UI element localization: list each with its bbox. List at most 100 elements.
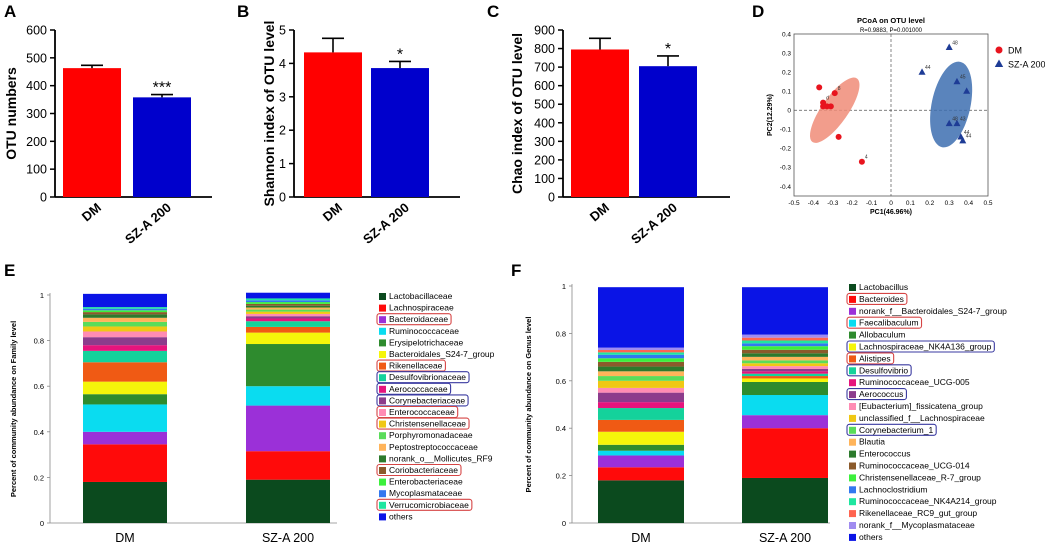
y-tick-label: 4 (279, 57, 286, 71)
stack-segment (598, 347, 684, 350)
stack-segment (598, 419, 684, 432)
stack-segment (246, 344, 330, 387)
legend-label: Corynebacteriaceae (389, 395, 465, 405)
stack-segment (83, 350, 167, 363)
legend-swatch (849, 343, 856, 351)
legend-swatch (849, 522, 856, 529)
y-tick-label: 100 (26, 163, 47, 177)
legend-swatch (379, 432, 386, 440)
stack-segment (598, 371, 684, 377)
legend-swatch (379, 443, 386, 451)
panel-letter: A (4, 2, 16, 21)
stack-segment (598, 361, 684, 367)
stack-segment (598, 352, 684, 355)
stack-segment (598, 392, 684, 403)
stack-segment (246, 313, 330, 317)
y-tick-label: 0 (279, 191, 286, 205)
y-tick-label: 700 (534, 61, 555, 75)
stack-segment (598, 387, 684, 393)
stack-segment (246, 321, 330, 327)
stack-segment (742, 378, 828, 382)
y-axis-label: OTU numbers (3, 67, 19, 160)
stack-segment (246, 309, 330, 312)
x-tick-label: 0 (889, 200, 893, 207)
bar (304, 52, 362, 198)
y-tick-label: 0.8 (34, 337, 44, 346)
legend-swatch (379, 374, 386, 382)
y-axis-label: PC2(12.29%) (767, 94, 774, 136)
legend-label: Lachnospiraceae (389, 303, 454, 313)
panel-letter: D (752, 2, 764, 21)
legend-swatch (849, 533, 856, 541)
legend-label: Desulfovibrio (859, 365, 908, 375)
y-tick-label: 200 (534, 153, 555, 167)
data-point (945, 119, 953, 127)
x-tick-label: -0.2 (847, 200, 859, 207)
bar (639, 66, 697, 197)
stack-segment (83, 293, 167, 308)
legend-label: Enterococcus (859, 449, 911, 459)
x-tick-label: -0.3 (827, 200, 839, 207)
legend-swatch (849, 510, 856, 518)
stack-segment (246, 303, 330, 306)
legend-label: Lachnoclostridium (859, 484, 928, 494)
panel-d: D PCoA on OTU level R=0.9883, P=0.001000 -0… (752, 2, 1045, 216)
x-tick-label: -0.1 (866, 200, 878, 207)
stack-segment (246, 307, 330, 310)
legend-label: Christensenellaceae (389, 419, 466, 429)
stack-segment (742, 371, 828, 374)
x-tick-label: DM (587, 200, 612, 224)
legend-swatch (379, 513, 386, 521)
legend-swatch (849, 307, 856, 315)
legend-label: Alistipes (859, 353, 891, 363)
legend-swatch (379, 397, 386, 405)
legend-label: Coriobacteriaceae (389, 465, 458, 475)
stack-segment (742, 363, 828, 367)
stack-segment (83, 381, 167, 395)
y-tick-label: 100 (534, 172, 555, 186)
x-tick-label: DM (115, 531, 134, 545)
panel-letter: F (511, 261, 521, 280)
stack-segment (742, 287, 828, 335)
confidence-ellipse (810, 77, 860, 143)
stack-segment (598, 408, 684, 420)
y-tick-label: 400 (534, 116, 555, 130)
stack-segment (742, 395, 828, 416)
y-tick-label: 0.2 (782, 69, 791, 76)
data-point (959, 136, 967, 144)
stack-segment (598, 287, 684, 348)
legend-swatch (849, 295, 856, 303)
stack-segment (598, 354, 684, 359)
legend-label: others (859, 532, 883, 542)
legend-highlight-box (376, 394, 469, 407)
stack-segment (83, 481, 167, 523)
legend-label: norank_f__Mycoplasmataceae (859, 520, 975, 530)
stack-segment (246, 332, 330, 345)
legend-label: DM (1008, 46, 1022, 56)
y-tick-label: 300 (534, 135, 555, 149)
legend-highlight-box (846, 364, 912, 377)
legend-swatch (379, 385, 386, 393)
point-label: 43 (960, 117, 966, 123)
stack-segment (246, 318, 330, 322)
point-label: 45 (960, 75, 966, 81)
panel-c: C 0 100 200 300 400 500 600 700 800 900 DM * SZ-A 200… (487, 2, 730, 247)
data-point (953, 119, 961, 127)
legend-swatch (379, 420, 386, 428)
legend-label: Lactobacillus (859, 282, 908, 292)
legend-highlight-box (376, 463, 462, 477)
legend-swatch (849, 414, 856, 422)
significance-mark: * (665, 41, 671, 58)
legend-swatch (849, 319, 856, 327)
legend-swatch (849, 367, 856, 375)
legend-label: Christensenellaceae_R-7_group (859, 472, 981, 482)
y-tick-label: 2 (279, 124, 286, 138)
chart-subtitle: R=0.9883, P=0.001000 (860, 28, 923, 34)
legend-swatch (849, 474, 856, 482)
stack-segment (742, 360, 828, 364)
stack-segment (742, 334, 828, 338)
stack-segment (598, 366, 684, 372)
data-point (953, 77, 961, 85)
legend-label: Ruminococcaceae (389, 326, 459, 336)
point-label: 48 (952, 40, 958, 46)
